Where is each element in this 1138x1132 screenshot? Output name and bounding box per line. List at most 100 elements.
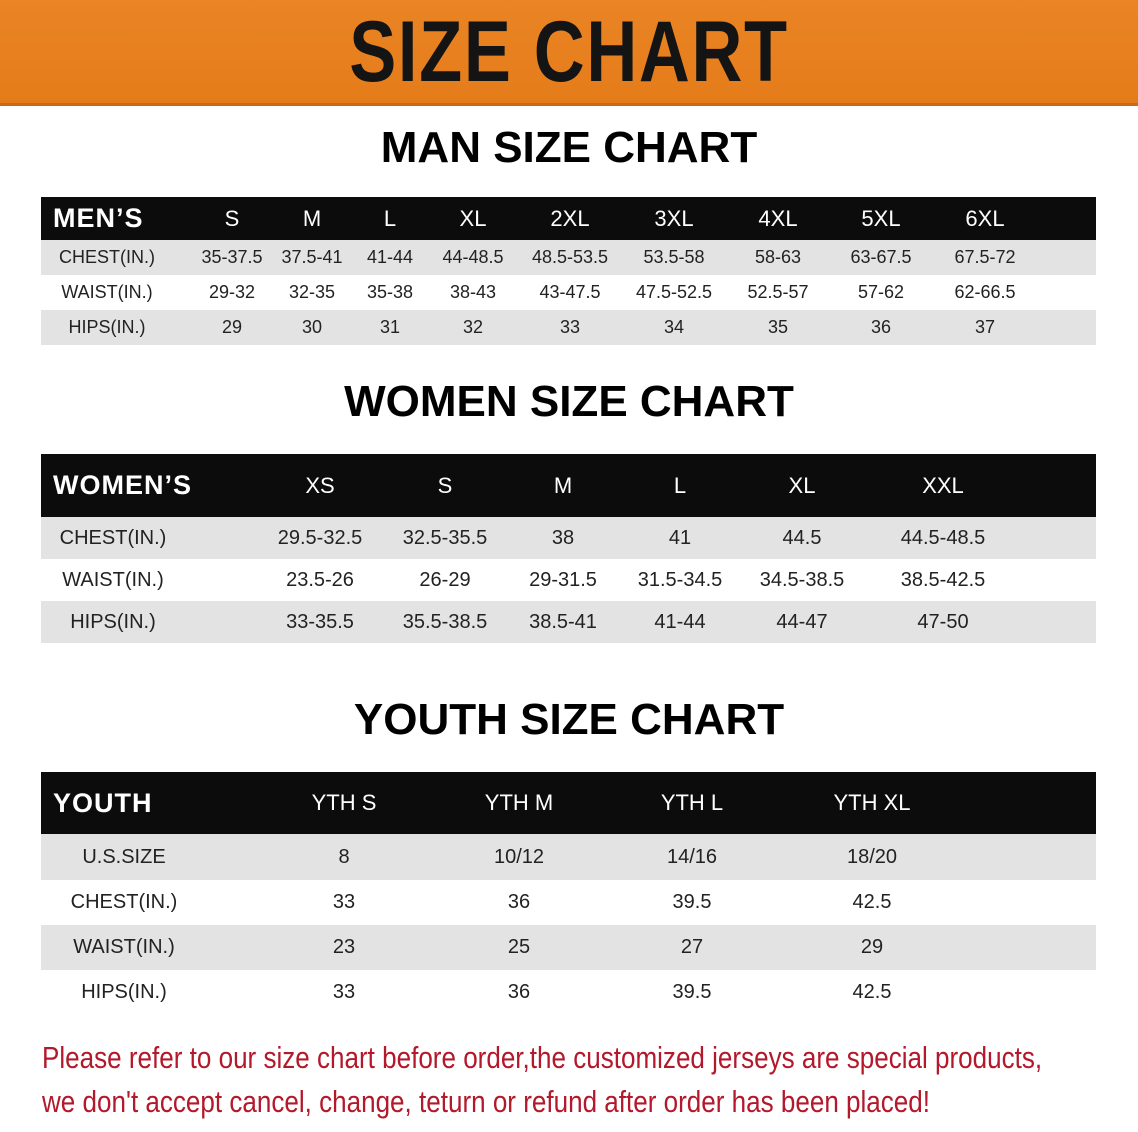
measurement-value: 47.5-52.5 (635, 282, 713, 302)
measurement-value: 44-48.5 (442, 247, 504, 267)
table-row: WAIST(IN.) 23.5-26 26-29 29-31.5 31.5-34.5 34… (41, 559, 1096, 601)
measurement-value: 31 (379, 317, 401, 337)
measurement-label: U.S.SIZE (82, 845, 166, 868)
measurement-value: 42.5 (852, 891, 892, 913)
measurement-value: 33 (332, 891, 356, 913)
measurement-value: 31.5-34.5 (637, 568, 723, 591)
men-section-title: MAN SIZE CHART (380, 123, 758, 172)
measurement-label: CHEST(IN.) (70, 891, 178, 913)
measurement-value: 38.5-42.5 (900, 568, 986, 591)
measurement-value: 52.5-57 (747, 282, 809, 302)
measurement-value: 35-37.5 (201, 247, 263, 267)
measurement-value: 23 (332, 936, 356, 958)
women-size-table: WOMEN’S XS S M L XL XXL CHEST(IN.) 29.5-32.5 32.5… (41, 454, 1096, 643)
size-header: S (224, 205, 240, 231)
size-header: 4XL (758, 205, 798, 231)
men-size-table: MEN’S S M L XL 2XL 3XL 4XL 5XL 6XL CHEST(IN.) 35-37… (41, 197, 1096, 345)
size-header: L (383, 205, 397, 231)
notice-line-2: we don't accept cancel, change, teturn o… (42, 1084, 931, 1119)
youth-header-label: YOUTH (53, 787, 153, 818)
measurement-value: 29 (860, 936, 884, 958)
size-header: YTH S (311, 790, 377, 815)
size-header: YTH M (484, 790, 554, 815)
measurement-label: HIPS(IN.) (81, 981, 167, 1003)
measurement-value: 44-47 (776, 610, 828, 633)
measurement-label: HIPS(IN.) (68, 317, 146, 337)
measurement-value: 30 (301, 317, 323, 337)
size-header: M (302, 205, 322, 231)
measurement-value: 62-66.5 (954, 282, 1016, 302)
measurement-value: 34 (663, 317, 685, 337)
measurement-value: 43-47.5 (539, 282, 601, 302)
table-row: HIPS(IN.) 33 36 39.5 42.5 (41, 970, 1096, 1015)
measurement-value: 33-35.5 (286, 610, 354, 633)
table-row: CHEST(IN.) 33 36 39.5 42.5 (41, 880, 1096, 925)
measurement-value: 41-44 (366, 247, 414, 267)
measurement-value: 32-35 (288, 282, 336, 302)
size-header: XS (305, 472, 335, 498)
measurement-value: 29-32 (208, 282, 256, 302)
measurement-value: 39.5 (672, 981, 712, 1003)
measurement-value: 41 (668, 526, 692, 549)
measurement-value: 42.5 (852, 981, 892, 1003)
women-section-title: WOMEN SIZE CHART (344, 377, 794, 426)
measurement-value: 37 (974, 317, 996, 337)
table-row: WAIST(IN.) 29-32 32-35 35-38 38-43 43-47.5 47.… (41, 275, 1096, 310)
measurement-label: WAIST(IN.) (62, 568, 164, 591)
size-header: 6XL (965, 205, 1005, 231)
table-row: WAIST(IN.) 23 25 27 29 (41, 925, 1096, 970)
measurement-value: 35 (767, 317, 789, 337)
size-header: YTH XL (833, 790, 911, 815)
measurement-value: 38.5-41 (529, 610, 597, 633)
measurement-value: 53.5-58 (643, 247, 705, 267)
women-header-label: WOMEN’S (53, 470, 192, 500)
measurement-value: 33 (559, 317, 581, 337)
men-header-label: MEN’S (53, 203, 144, 233)
table-row: HIPS(IN.) 29 30 31 32 33 34 35 36 37 (41, 310, 1096, 345)
measurement-label: WAIST(IN.) (73, 936, 175, 958)
measurement-value: 36 (507, 891, 531, 913)
banner-title: SIZE CHART (349, 4, 789, 100)
size-header: M (553, 472, 573, 498)
measurement-value: 25 (507, 936, 531, 958)
measurement-value: 38-43 (449, 282, 497, 302)
size-header: YTH L (660, 790, 724, 815)
measurement-value: 57-62 (857, 282, 905, 302)
measurement-value: 36 (507, 981, 531, 1003)
women-header-row: WOMEN’S XS S M L XL XXL (41, 454, 1096, 517)
table-row: CHEST(IN.) 35-37.5 37.5-41 41-44 44-48.5 48.5… (41, 240, 1096, 275)
measurement-value: 29 (221, 317, 243, 337)
size-header: 2XL (550, 205, 590, 231)
youth-size-table: YOUTH YTH S YTH M YTH L YTH XL U.S.SIZE 8 10/12… (41, 772, 1096, 1015)
table-row: U.S.SIZE 8 10/12 14/16 18/20 (41, 834, 1096, 880)
measurement-value: 10/12 (493, 845, 545, 868)
men-header-row: MEN’S S M L XL 2XL 3XL 4XL 5XL 6XL (41, 197, 1096, 240)
measurement-value: 32 (462, 317, 484, 337)
youth-section-title: YOUTH SIZE CHART (353, 695, 785, 744)
table-row: CHEST(IN.) 29.5-32.5 32.5-35.5 38 41 44.5 44.5… (41, 517, 1096, 559)
measurement-label: HIPS(IN.) (70, 610, 156, 633)
size-header: 5XL (861, 205, 901, 231)
measurement-value: 44.5 (782, 526, 822, 549)
measurement-value: 41-44 (654, 610, 706, 633)
measurement-value: 26-29 (419, 568, 471, 591)
measurement-value: 33 (332, 981, 356, 1003)
notice-line-1: Please refer to our size chart before or… (42, 1040, 1043, 1075)
measurement-value: 23.5-26 (286, 568, 354, 591)
youth-header-row: YOUTH YTH S YTH M YTH L YTH XL (41, 772, 1096, 834)
measurement-value: 8 (338, 845, 350, 868)
measurement-value: 36 (870, 317, 892, 337)
measurement-label: CHEST(IN.) (59, 526, 167, 549)
measurement-value: 34.5-38.5 (759, 568, 845, 591)
size-header: L (673, 472, 687, 498)
measurement-value: 29.5-32.5 (277, 526, 363, 549)
measurement-value: 58-63 (754, 247, 802, 267)
measurement-value: 67.5-72 (954, 247, 1016, 267)
measurement-value: 29-31.5 (529, 568, 597, 591)
measurement-value: 32.5-35.5 (402, 526, 488, 549)
measurement-value: 63-67.5 (850, 247, 912, 267)
size-header: S (437, 472, 453, 498)
size-chart-banner: SIZE CHART (0, 0, 1138, 106)
measurement-value: 48.5-53.5 (531, 247, 609, 267)
size-header: 3XL (654, 205, 694, 231)
